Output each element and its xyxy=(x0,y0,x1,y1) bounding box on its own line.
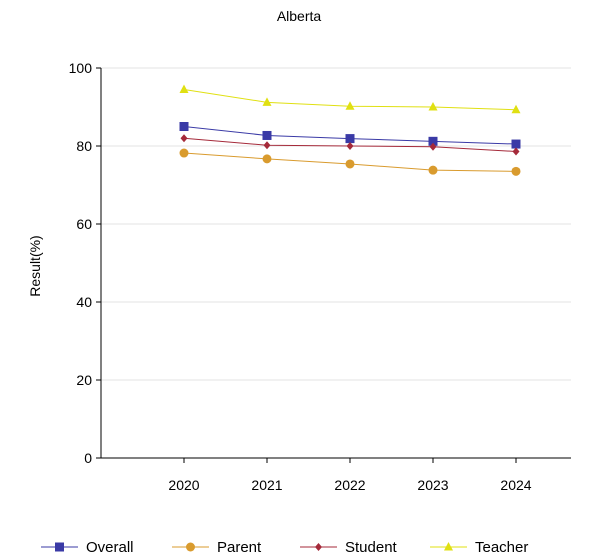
data-point-teacher xyxy=(262,97,272,106)
legend-marker-diamond xyxy=(315,543,322,551)
legend-marker-triangle xyxy=(444,542,453,551)
legend-item-parent: Parent xyxy=(172,539,262,556)
data-point-student xyxy=(180,134,188,143)
series-teacher xyxy=(179,84,521,114)
legend-label: Overall xyxy=(86,539,134,556)
series-overall xyxy=(179,122,521,149)
data-point-student xyxy=(512,147,520,156)
data-point-parent xyxy=(262,154,272,164)
x-tick-label: 2020 xyxy=(168,477,199,493)
legend-item-teacher: Teacher xyxy=(430,539,528,556)
data-point-teacher xyxy=(428,102,438,111)
x-axis-ticks: 2020 2021 2022 2023 2024 xyxy=(168,458,532,493)
data-point-overall xyxy=(511,139,521,149)
legend-item-student: Student xyxy=(300,539,398,556)
x-tick-label: 2022 xyxy=(334,477,365,493)
series-parent xyxy=(179,148,521,176)
y-tick-label: 60 xyxy=(76,216,92,232)
data-point-overall xyxy=(179,122,189,131)
x-tick-label: 2023 xyxy=(417,477,448,493)
x-tick-label: 2024 xyxy=(500,477,531,493)
data-point-parent xyxy=(179,148,189,158)
legend-label: Parent xyxy=(217,539,262,556)
x-tick-label: 2021 xyxy=(251,477,282,493)
data-point-student xyxy=(429,142,437,151)
y-tick-label: 40 xyxy=(76,294,92,310)
legend-item-overall: Overall xyxy=(41,539,134,556)
legend: Overall Parent Student Teacher xyxy=(41,539,528,556)
series-group xyxy=(179,84,521,176)
y-axis-ticks: 0 20 40 60 80 100 xyxy=(69,60,101,466)
data-point-teacher xyxy=(345,101,355,110)
data-point-parent xyxy=(428,165,438,175)
data-point-teacher xyxy=(179,84,189,93)
y-axis-label: Result(%) xyxy=(27,235,43,296)
data-point-parent xyxy=(345,159,355,169)
data-point-student xyxy=(346,142,354,150)
data-point-overall xyxy=(428,136,438,146)
legend-marker-square xyxy=(55,542,64,552)
grid-lines xyxy=(101,67,571,381)
y-tick-label: 20 xyxy=(76,372,92,388)
data-point-teacher xyxy=(511,104,521,114)
data-point-overall xyxy=(262,130,272,140)
legend-label: Student xyxy=(345,539,398,556)
chart-title: Alberta xyxy=(277,8,322,24)
legend-label: Teacher xyxy=(475,539,528,556)
data-point-student xyxy=(263,141,271,150)
y-tick-label: 0 xyxy=(84,450,92,466)
series-student xyxy=(180,134,520,156)
y-tick-label: 80 xyxy=(76,138,92,154)
data-point-parent xyxy=(511,166,521,176)
y-tick-label: 100 xyxy=(69,60,93,76)
legend-marker-circle xyxy=(186,542,195,552)
data-point-overall xyxy=(345,134,355,144)
axes xyxy=(100,68,571,459)
